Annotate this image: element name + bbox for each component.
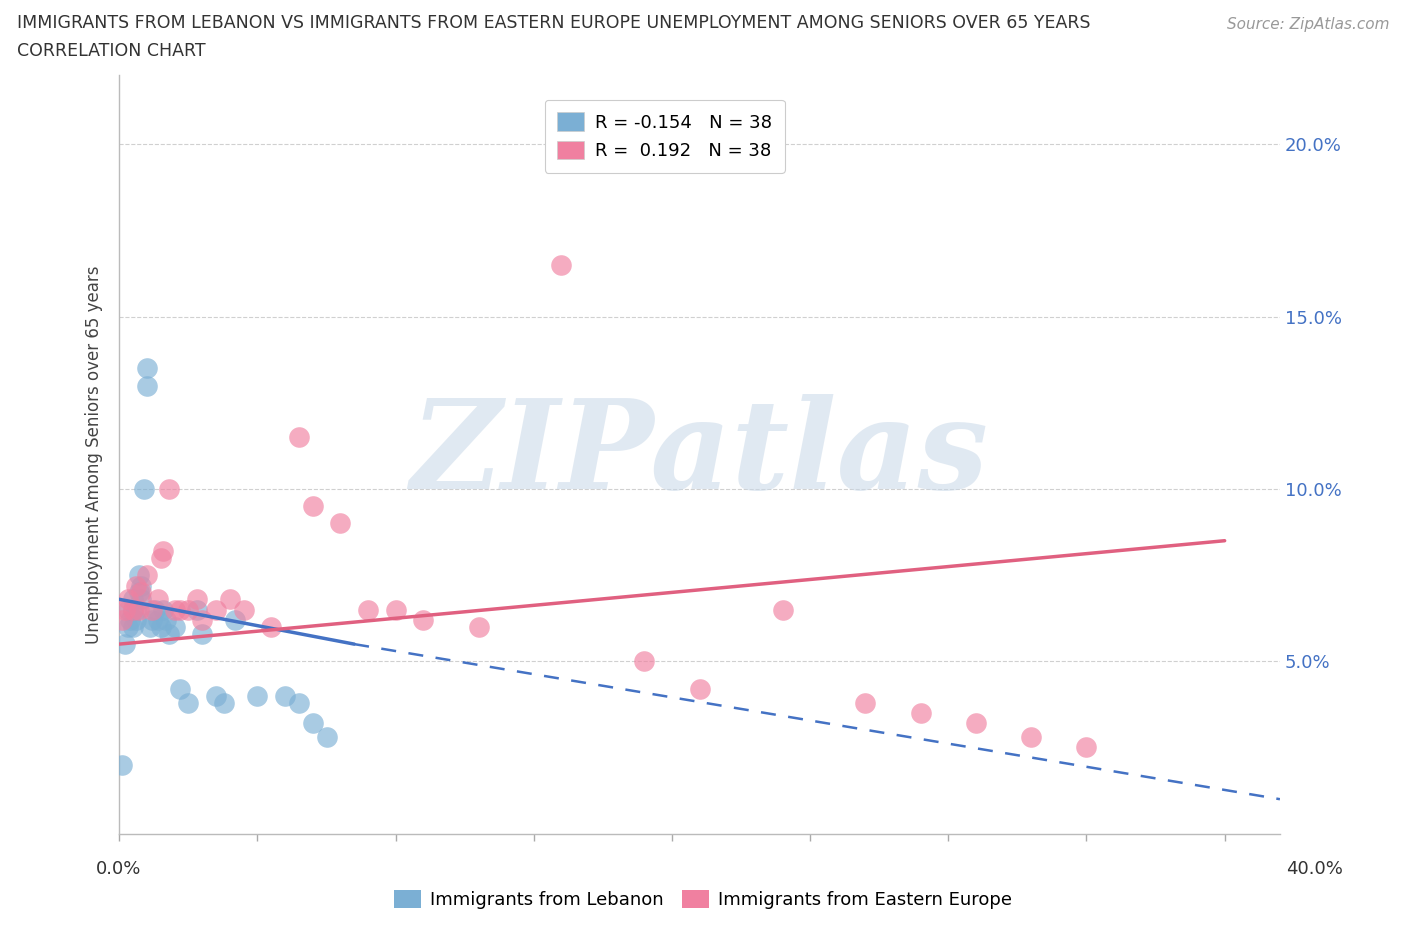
Point xyxy=(146,591,169,606)
Legend: R = -0.154   N = 38, R =  0.192   N = 38: R = -0.154 N = 38, R = 0.192 N = 38 xyxy=(544,100,785,173)
Point xyxy=(149,619,172,634)
Point xyxy=(152,603,174,618)
Point xyxy=(288,430,311,445)
Point xyxy=(1076,740,1098,755)
Point xyxy=(149,551,172,565)
Point xyxy=(122,591,145,606)
Point xyxy=(246,688,269,703)
Text: 40.0%: 40.0% xyxy=(1286,860,1343,878)
Point xyxy=(117,619,139,634)
Point xyxy=(128,567,150,582)
Point xyxy=(122,619,145,634)
Text: Source: ZipAtlas.com: Source: ZipAtlas.com xyxy=(1226,17,1389,32)
Point xyxy=(301,716,323,731)
Point xyxy=(965,716,987,731)
Point xyxy=(134,482,156,497)
Text: 0.0%: 0.0% xyxy=(96,860,141,878)
Point xyxy=(689,682,711,697)
Point xyxy=(122,603,145,618)
Point xyxy=(146,613,169,628)
Point xyxy=(910,706,932,721)
Point xyxy=(117,591,139,606)
Y-axis label: Unemployment Among Seniors over 65 years: Unemployment Among Seniors over 65 years xyxy=(86,265,103,644)
Point xyxy=(111,757,134,772)
Point xyxy=(114,603,136,618)
Point xyxy=(155,613,177,628)
Text: IMMIGRANTS FROM LEBANON VS IMMIGRANTS FROM EASTERN EUROPE UNEMPLOYMENT AMONG SEN: IMMIGRANTS FROM LEBANON VS IMMIGRANTS FR… xyxy=(17,14,1091,32)
Point xyxy=(224,613,246,628)
Point xyxy=(384,603,406,618)
Point xyxy=(214,696,236,711)
Point xyxy=(329,516,352,531)
Point xyxy=(288,696,311,711)
Point xyxy=(633,654,655,669)
Point xyxy=(128,585,150,600)
Point xyxy=(141,613,163,628)
Legend: Immigrants from Lebanon, Immigrants from Eastern Europe: Immigrants from Lebanon, Immigrants from… xyxy=(387,883,1019,916)
Point xyxy=(186,591,208,606)
Point xyxy=(205,688,228,703)
Point xyxy=(218,591,240,606)
Point xyxy=(301,498,323,513)
Point xyxy=(169,603,191,618)
Point xyxy=(163,603,186,618)
Point xyxy=(125,613,148,628)
Point xyxy=(550,258,572,272)
Point xyxy=(122,603,145,618)
Point xyxy=(232,603,254,618)
Point xyxy=(177,603,200,618)
Point xyxy=(315,730,337,745)
Point xyxy=(152,544,174,559)
Point xyxy=(412,613,434,628)
Point xyxy=(135,567,157,582)
Point xyxy=(274,688,297,703)
Point xyxy=(772,603,794,618)
Point xyxy=(125,578,148,593)
Point xyxy=(143,603,166,618)
Point xyxy=(205,603,228,618)
Point xyxy=(135,379,157,393)
Point xyxy=(125,603,148,618)
Point xyxy=(131,591,153,606)
Point xyxy=(169,682,191,697)
Point xyxy=(186,603,208,618)
Point xyxy=(357,603,380,618)
Point xyxy=(111,613,134,628)
Point xyxy=(1019,730,1042,745)
Point xyxy=(141,603,163,618)
Point xyxy=(157,482,180,497)
Text: CORRELATION CHART: CORRELATION CHART xyxy=(17,42,205,60)
Point xyxy=(131,578,153,593)
Point xyxy=(135,361,157,376)
Point xyxy=(855,696,877,711)
Point xyxy=(114,637,136,652)
Point xyxy=(120,613,142,628)
Point xyxy=(260,619,283,634)
Point xyxy=(191,613,214,628)
Point xyxy=(191,626,214,641)
Point xyxy=(138,619,160,634)
Point xyxy=(131,585,153,600)
Point xyxy=(163,619,186,634)
Point xyxy=(117,603,139,618)
Point xyxy=(157,626,180,641)
Point xyxy=(128,603,150,618)
Point xyxy=(177,696,200,711)
Point xyxy=(467,619,489,634)
Text: ZIPatlas: ZIPatlas xyxy=(411,393,988,515)
